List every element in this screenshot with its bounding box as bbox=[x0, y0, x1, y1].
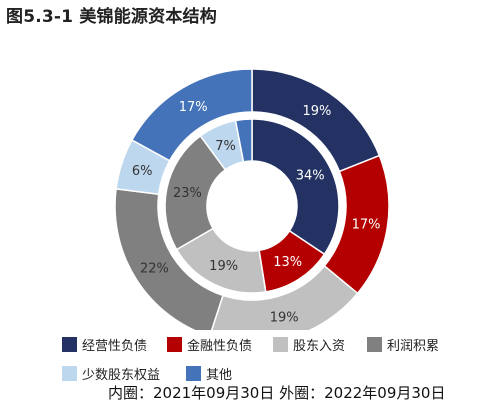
inner-ring-slice bbox=[164, 134, 227, 251]
legend-item-retained-earnings: 利润积累 bbox=[367, 335, 439, 354]
legend-swatch bbox=[186, 366, 201, 381]
outer-ring-slice bbox=[210, 264, 359, 330]
legend-swatch bbox=[62, 337, 77, 352]
legend: 经营性负债 金融性负债 股东入资 利润积累 少数股东权益 其他 bbox=[62, 335, 439, 383]
legend-item-financial-liabilities: 金融性负债 bbox=[167, 335, 252, 354]
inner-ring-slice-label: 13% bbox=[273, 255, 302, 270]
outer-ring-slice-label: 17% bbox=[352, 218, 381, 233]
legend-label: 其他 bbox=[206, 368, 233, 383]
outer-ring-slice bbox=[130, 68, 253, 162]
legend-item-minority-interest: 少数股东权益 bbox=[62, 364, 160, 383]
inner-ring-slice-label: 23% bbox=[173, 186, 202, 201]
legend-item-other: 其他 bbox=[186, 364, 232, 383]
legend-label: 金融性负债 bbox=[187, 339, 253, 354]
chart-title: 图5.3-1 美锦能源资本结构 bbox=[6, 7, 217, 27]
legend-label: 经营性负债 bbox=[82, 339, 148, 354]
legend-label: 少数股东权益 bbox=[82, 368, 161, 383]
donut-chart: 19% 17% 19% 22% 6% 17% 34% 13% 19% 23% 7% bbox=[114, 68, 390, 330]
inner-ring-slice-label: 34% bbox=[296, 168, 325, 183]
inner-ring bbox=[164, 118, 340, 294]
slice-labels: 19% 17% 19% 22% 6% 17% 34% 13% 19% 23% 7% bbox=[132, 100, 381, 325]
outer-ring-slice-label: 17% bbox=[179, 100, 208, 115]
inner-ring-slice bbox=[234, 118, 253, 163]
inner-ring-slice bbox=[251, 118, 340, 256]
outer-ring-slice-label: 19% bbox=[302, 104, 331, 119]
legend-item-shareholder-capital: 股东入资 bbox=[273, 335, 345, 354]
legend-swatch bbox=[273, 337, 288, 352]
legend-label: 利润积累 bbox=[387, 339, 440, 354]
outer-ring-slice-label: 19% bbox=[270, 310, 299, 325]
inner-ring-slice-label: 7% bbox=[215, 139, 236, 154]
inner-ring-slice-label: 19% bbox=[209, 259, 238, 274]
legend-swatch bbox=[167, 337, 182, 352]
outer-ring-slice-label: 6% bbox=[132, 164, 153, 179]
chart-footnote: 内圈：2021年09月30日 外圈：2022年09月30日 bbox=[108, 384, 446, 402]
legend-label: 股东入资 bbox=[293, 339, 346, 354]
outer-ring-slice-label: 22% bbox=[140, 261, 169, 276]
legend-item-operating-liabilities: 经营性负债 bbox=[62, 335, 147, 354]
outer-ring bbox=[114, 68, 390, 330]
legend-swatch bbox=[62, 366, 77, 381]
legend-swatch bbox=[367, 337, 382, 352]
